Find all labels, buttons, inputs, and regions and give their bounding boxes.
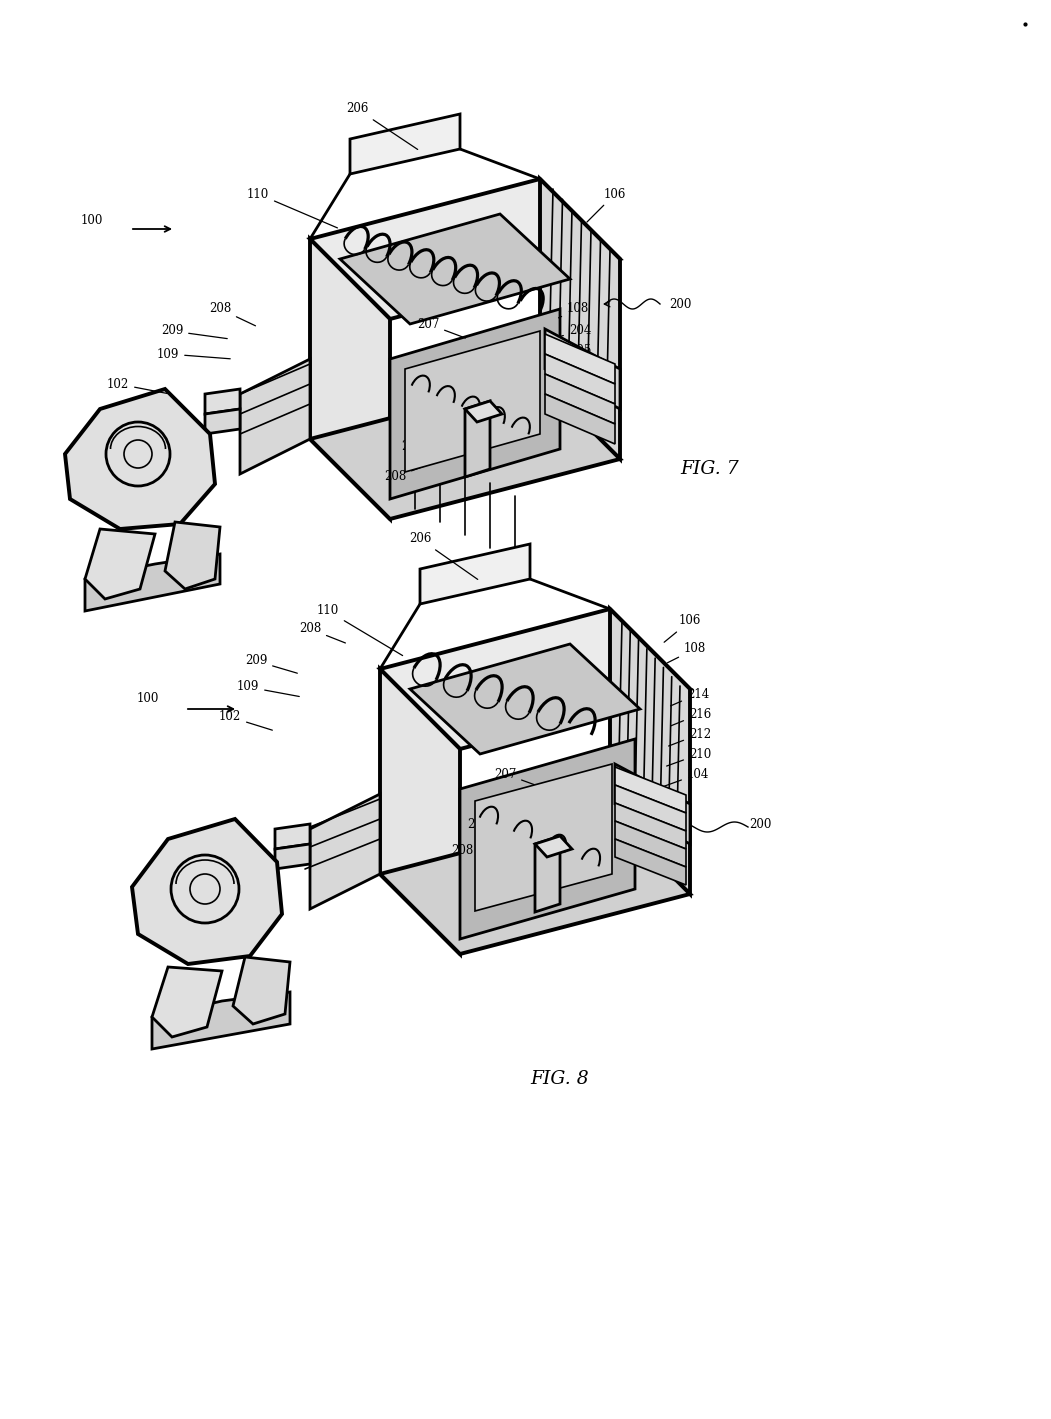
Polygon shape <box>310 179 620 319</box>
Polygon shape <box>205 409 240 434</box>
Text: 200: 200 <box>668 298 692 311</box>
Polygon shape <box>465 402 502 421</box>
Polygon shape <box>350 114 460 175</box>
Polygon shape <box>310 379 620 519</box>
Polygon shape <box>615 785 686 832</box>
Text: 200: 200 <box>748 817 771 830</box>
Polygon shape <box>460 739 635 939</box>
Text: 108: 108 <box>558 302 590 318</box>
Text: 208: 208 <box>451 840 492 857</box>
Polygon shape <box>475 763 612 911</box>
Polygon shape <box>545 329 620 409</box>
Polygon shape <box>615 763 691 844</box>
Polygon shape <box>535 836 572 857</box>
Text: 206: 206 <box>346 102 417 149</box>
Polygon shape <box>380 668 460 954</box>
Text: 106: 106 <box>664 614 701 643</box>
Text: 110: 110 <box>247 187 337 228</box>
Text: 109: 109 <box>236 681 300 697</box>
Text: 100: 100 <box>137 692 159 705</box>
Text: 102: 102 <box>219 711 272 731</box>
Text: 208: 208 <box>298 623 346 643</box>
Text: 205: 205 <box>559 345 591 358</box>
Text: 104: 104 <box>664 768 709 786</box>
Text: 214: 214 <box>671 687 709 705</box>
Text: FIG. 8: FIG. 8 <box>531 1070 590 1088</box>
Polygon shape <box>310 795 380 910</box>
Polygon shape <box>545 353 615 404</box>
Polygon shape <box>410 644 640 753</box>
Polygon shape <box>615 768 686 813</box>
Text: 207: 207 <box>494 768 535 785</box>
Polygon shape <box>205 389 240 414</box>
Text: 100: 100 <box>81 214 103 227</box>
Text: 207: 207 <box>467 815 508 830</box>
Polygon shape <box>405 331 540 473</box>
Polygon shape <box>545 394 615 444</box>
Text: 102: 102 <box>107 377 167 393</box>
Polygon shape <box>275 844 310 868</box>
Polygon shape <box>545 375 615 424</box>
Text: 104: 104 <box>555 385 591 397</box>
Polygon shape <box>310 238 390 519</box>
Text: 208: 208 <box>384 465 428 484</box>
Polygon shape <box>540 179 620 458</box>
Polygon shape <box>165 522 220 589</box>
Polygon shape <box>615 822 686 867</box>
Text: 120: 120 <box>482 412 514 426</box>
Text: 109: 109 <box>157 348 230 360</box>
Text: 209: 209 <box>161 325 227 339</box>
Text: FIG. 7: FIG. 7 <box>681 460 739 478</box>
Text: 208: 208 <box>209 302 255 326</box>
Polygon shape <box>545 333 615 385</box>
Polygon shape <box>465 402 490 477</box>
Polygon shape <box>85 529 154 599</box>
Polygon shape <box>420 543 530 604</box>
Polygon shape <box>610 609 691 894</box>
Polygon shape <box>535 836 560 912</box>
Polygon shape <box>85 553 220 612</box>
Polygon shape <box>341 214 570 324</box>
Polygon shape <box>615 803 686 849</box>
Text: 207: 207 <box>417 318 466 338</box>
Polygon shape <box>275 824 310 849</box>
Polygon shape <box>152 966 222 1037</box>
Polygon shape <box>615 839 686 885</box>
Text: 216: 216 <box>671 708 712 727</box>
Text: 207: 207 <box>400 440 448 454</box>
Text: 210: 210 <box>666 748 712 766</box>
Text: 206: 206 <box>409 532 478 579</box>
Text: 212: 212 <box>668 728 712 746</box>
Polygon shape <box>240 359 310 474</box>
Polygon shape <box>233 956 290 1025</box>
Text: 209: 209 <box>245 654 297 673</box>
Polygon shape <box>132 819 282 964</box>
Text: 108: 108 <box>667 643 706 663</box>
Polygon shape <box>380 609 691 749</box>
Text: 106: 106 <box>586 187 626 221</box>
Text: 110: 110 <box>316 604 403 656</box>
Polygon shape <box>65 389 215 529</box>
Polygon shape <box>390 309 560 499</box>
Polygon shape <box>380 815 691 954</box>
Polygon shape <box>152 992 290 1049</box>
Text: 202: 202 <box>557 365 591 377</box>
Text: 204: 204 <box>560 325 591 338</box>
